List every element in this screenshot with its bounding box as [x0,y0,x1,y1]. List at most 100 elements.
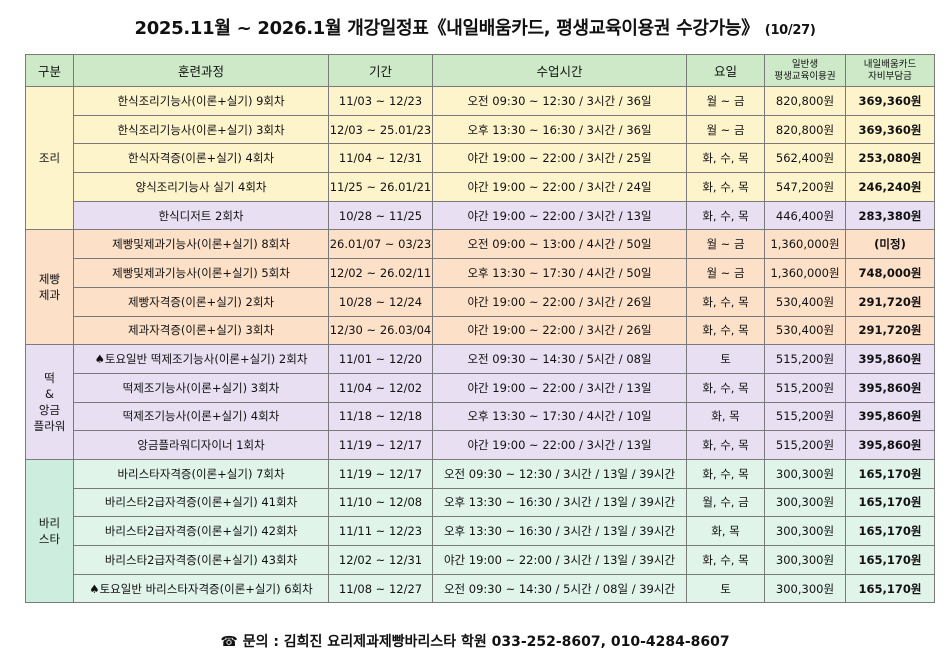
general-fee-cell: 820,800원 [764,86,846,116]
course-cell: 바리스타2급자격증(이론+실기) 43회차 [73,545,329,575]
card-fee-cell: 246,240원 [845,172,935,202]
day-cell: 화, 수, 목 [686,545,765,575]
header-row: 구분 훈련과정 기간 수업시간 요일 일반생 평생교육이용권 내일배움카드 자비부담… [25,54,935,87]
period-cell: 12/30 ~ 26.03/04 [328,315,433,346]
time-cell: 오전 09:30 ~ 14:30 / 5시간 / 08일 / 39시간 [432,573,687,604]
table-row: 제빵 제과 제빵및제과기능사(이론+실기) 8회차 26.01/07 ~ 03/2… [25,229,935,346]
day-cell: 화, 수, 목 [686,430,765,460]
time-cell: 야간 19:00 ~ 22:00 / 3시간 / 13일 [432,200,687,231]
category-cell-cooking: 조리 [25,85,74,231]
general-fee-cell: 562,400원 [764,143,846,174]
card-fee-cell: 253,080원 [845,143,935,174]
header-general-fee: 일반생 평생교육이용권 [764,54,846,87]
course-cell: 한식조리기능사(이론+실기) 3회차 [73,114,329,145]
table-row: 양식조리기능사 실기 4회차 11/25 ~ 26.01/21 야간 19:00… [25,172,935,202]
card-fee-cell: 283,380원 [845,200,935,231]
header-category: 구분 [25,54,74,87]
card-fee-cell: 395,860원 [845,372,935,403]
day-cell: 화, 수, 목 [686,372,765,403]
category-line: 스타 [38,532,61,547]
category-cell-barista: 바리 스타 [25,458,74,604]
general-fee-cell: 530,400원 [764,286,846,317]
table-row: 한식디저트 2회차 10/28 ~ 11/25 야간 19:00 ~ 22:00… [25,200,935,231]
table-row: 제빵및제과기능사(이론+실기) 5회차 12/02 ~ 26.02/11 오후 … [25,258,935,288]
course-cell: 바리스타자격증(이론+실기) 7회차 [73,458,329,489]
period-cell: 11/04 ~ 12/31 [328,143,433,174]
day-cell: 화, 수, 목 [686,458,765,489]
period-cell: 11/19 ~ 12/17 [328,458,433,489]
card-fee-cell: 395,860원 [845,430,935,460]
period-cell: 12/02 ~ 12/31 [328,545,433,575]
category-line: 제빵 [38,272,61,287]
category-line: 떡 [44,371,55,386]
table-row: 제과자격증(이론+실기) 3회차 12/30 ~ 26.03/04 야간 19:… [25,315,935,346]
category-cell-rice-cake: 떡 & 앙금 플라워 [25,344,74,460]
general-fee-cell: 820,800원 [764,114,846,145]
day-cell: 화, 수, 목 [686,200,765,231]
table-row: 떡 & 앙금 플라워 ♠토요일반 떡제조기능사(이론+실기) 2회차 11/01 ~ … [25,344,935,460]
general-fee-cell: 300,300원 [764,458,846,489]
general-fee-cell: 547,200원 [764,172,846,202]
day-cell: 월 ~ 금 [686,229,765,260]
table-row: 앙금플라워디자이너 1회차 11/19 ~ 12/17 야간 19:00 ~ 2… [25,430,935,460]
course-cell: 앙금플라워디자이너 1회차 [73,430,329,460]
time-cell: 오후 13:30 ~ 16:30 / 3시간 / 13일 / 39시간 [432,516,687,546]
time-cell: 야간 19:00 ~ 22:00 / 3시간 / 13일 [432,372,687,403]
general-fee-cell: 446,400원 [764,200,846,231]
day-cell: 화, 수, 목 [686,315,765,346]
table-row: 조리 한식조리기능사(이론+실기) 9회차 11/03 ~ 12/23 오전 0… [25,85,935,231]
time-cell: 야간 19:00 ~ 22:00 / 3시간 / 25일 [432,143,687,174]
course-cell: 떡제조기능사(이론+실기) 4회차 [73,401,329,432]
period-cell: 11/08 ~ 12/27 [328,573,433,604]
general-fee-cell: 300,300원 [764,516,846,546]
header-period: 기간 [328,54,433,87]
course-cell: ♠토요일반 바리스타자격증(이론+실기) 6회차 [73,573,329,604]
time-cell: 야간 19:00 ~ 22:00 / 3시간 / 24일 [432,172,687,202]
category-line: & [45,387,54,402]
course-cell: 한식조리기능사(이론+실기) 9회차 [73,86,329,116]
period-cell: 11/10 ~ 12/08 [328,487,433,518]
day-cell: 화, 수, 목 [686,286,765,317]
table-row: 떡제조기능사(이론+실기) 3회차 11/04 ~ 12/02 야간 19:00… [25,372,935,403]
day-cell: 월 ~ 금 [686,114,765,145]
card-fee-cell: 165,170원 [845,487,935,518]
time-cell: 오후 13:30 ~ 16:30 / 3시간 / 13일 / 39시간 [432,487,687,518]
day-cell: 월 ~ 금 [686,258,765,288]
card-fee-cell: 369,360원 [845,86,935,116]
time-cell: 야간 19:00 ~ 22:00 / 3시간 / 13일 / 39시간 [432,545,687,575]
time-cell: 오전 09:30 ~ 14:30 / 5시간 / 08일 [432,344,687,374]
card-fee-cell: 165,170원 [845,545,935,575]
general-fee-cell: 1,360,000원 [764,229,846,260]
schedule-table: 구분 훈련과정 기간 수업시간 요일 일반생 평생교육이용권 내일배움카드 자비부담… [25,54,935,604]
table-row: 바리 스타 바리스타자격증(이론+실기) 7회차 11/19 ~ 12/17 오전… [25,458,935,604]
day-cell: 월 ~ 금 [686,86,765,116]
table-row: 바리스타2급자격증(이론+실기) 41회차 11/10 ~ 12/08 오후 1… [25,487,935,518]
header-course: 훈련과정 [73,54,329,87]
period-cell: 11/11 ~ 12/23 [328,516,433,546]
time-cell: 야간 19:00 ~ 22:00 / 3시간 / 13일 [432,430,687,460]
course-cell: 제빵자격증(이론+실기) 2회차 [73,286,329,317]
general-fee-cell: 300,300원 [764,573,846,604]
period-cell: 11/25 ~ 26.01/21 [328,172,433,202]
category-line: 앙금 [38,403,61,418]
card-fee-cell: 395,860원 [845,401,935,432]
day-cell: 화, 수, 목 [686,172,765,202]
period-cell: 10/28 ~ 12/24 [328,286,433,317]
card-fee-cell: 165,170원 [845,516,935,546]
header-card-line1: 내일배움카드 [863,58,917,70]
category-line: 조리 [38,151,61,166]
table-row: 한식조리기능사(이론+실기) 3회차 12/03 ~ 25.01/23 오후 1… [25,114,935,145]
general-fee-cell: 530,400원 [764,315,846,346]
course-cell: 바리스타2급자격증(이론+실기) 41회차 [73,487,329,518]
header-card-line2: 자비부담금 [868,70,912,82]
card-fee-cell: 165,170원 [845,458,935,489]
table-row: 한식자격증(이론+실기) 4회차 11/04 ~ 12/31 야간 19:00 … [25,143,935,174]
general-fee-cell: 515,200원 [764,372,846,403]
category-line: 플라워 [33,419,66,434]
period-cell: 12/03 ~ 25.01/23 [328,114,433,145]
header-general-line2: 평생교육이용권 [774,70,836,82]
time-cell: 야간 19:00 ~ 22:00 / 3시간 / 26일 [432,286,687,317]
course-cell: 제빵및제과기능사(이론+실기) 8회차 [73,229,329,260]
course-cell: 제빵및제과기능사(이론+실기) 5회차 [73,258,329,288]
period-cell: 12/02 ~ 26.02/11 [328,258,433,288]
